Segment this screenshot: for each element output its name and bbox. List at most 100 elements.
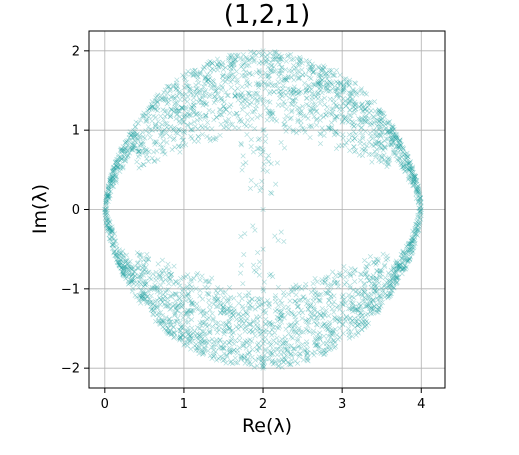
data-point (398, 264, 404, 271)
data-point (337, 80, 344, 86)
data-point (264, 52, 270, 58)
data-point (239, 167, 245, 173)
data-point (149, 306, 155, 312)
data-point (377, 268, 383, 274)
data-point (203, 112, 209, 118)
data-point (268, 321, 274, 327)
data-point (151, 285, 157, 291)
data-point (374, 275, 380, 281)
data-point (205, 76, 211, 83)
data-point (369, 159, 375, 165)
data-point (366, 302, 372, 309)
data-point (147, 299, 153, 305)
data-point (186, 84, 192, 90)
data-point (167, 86, 173, 92)
data-point (386, 127, 392, 133)
data-point (291, 312, 297, 318)
data-point (310, 106, 316, 112)
data-point (266, 304, 272, 310)
data-point (406, 257, 412, 263)
data-point (115, 157, 121, 163)
data-point (228, 294, 234, 300)
data-point (261, 328, 267, 334)
data-point (262, 86, 268, 92)
data-point (194, 117, 200, 123)
data-point (174, 112, 180, 118)
data-point (274, 82, 280, 88)
data-point (403, 266, 409, 272)
data-point (318, 72, 324, 78)
data-point (249, 95, 256, 101)
data-point (115, 152, 121, 158)
data-point (408, 162, 414, 169)
data-point (307, 108, 313, 115)
data-point (376, 132, 383, 138)
data-point (361, 147, 367, 153)
data-point (324, 79, 330, 85)
data-point (157, 320, 163, 326)
data-point (362, 148, 368, 154)
data-point (184, 343, 190, 349)
data-point (352, 88, 359, 94)
data-point (387, 130, 393, 136)
data-point (143, 298, 149, 305)
data-point (225, 324, 231, 330)
data-point (291, 326, 297, 332)
data-point (254, 114, 260, 120)
data-point (172, 101, 178, 107)
data-point (132, 129, 138, 135)
data-point (212, 89, 218, 95)
data-point (149, 118, 155, 124)
data-point (317, 330, 323, 336)
data-point (245, 90, 251, 96)
data-point (143, 278, 149, 284)
data-point (234, 53, 240, 59)
data-point (414, 188, 420, 194)
data-point (370, 310, 376, 316)
data-point (112, 176, 118, 183)
data-point (254, 99, 260, 105)
data-point (407, 244, 413, 250)
data-point (143, 291, 149, 297)
data-point (366, 100, 373, 106)
data-point (282, 337, 289, 344)
data-point (110, 174, 116, 180)
data-point (166, 281, 172, 287)
data-point (166, 316, 172, 322)
data-point (150, 311, 156, 317)
data-point (193, 305, 200, 311)
data-point (141, 110, 147, 116)
data-point (328, 346, 334, 352)
data-point (414, 219, 420, 225)
data-point (184, 293, 190, 299)
data-point (140, 291, 146, 297)
data-point (168, 124, 174, 130)
data-point (362, 285, 368, 292)
data-point (159, 149, 165, 155)
data-point (161, 320, 167, 326)
data-point (260, 362, 266, 368)
data-point (268, 59, 274, 65)
data-point (327, 327, 334, 334)
data-point (364, 118, 370, 125)
data-point (197, 287, 203, 294)
data-point (173, 100, 179, 106)
data-point (411, 176, 417, 182)
data-point (173, 279, 179, 285)
data-point (308, 314, 314, 320)
data-point (286, 343, 292, 350)
data-point (320, 315, 326, 321)
data-point (279, 102, 285, 109)
data-point (403, 243, 409, 249)
data-point (186, 331, 192, 337)
data-point (321, 133, 327, 139)
data-point (163, 271, 170, 277)
data-point (274, 54, 280, 60)
data-point (401, 266, 407, 272)
data-point (105, 193, 111, 200)
data-point (183, 329, 189, 335)
data-point (410, 164, 416, 170)
data-point (201, 338, 207, 344)
data-point (340, 322, 346, 328)
data-point (191, 301, 197, 307)
